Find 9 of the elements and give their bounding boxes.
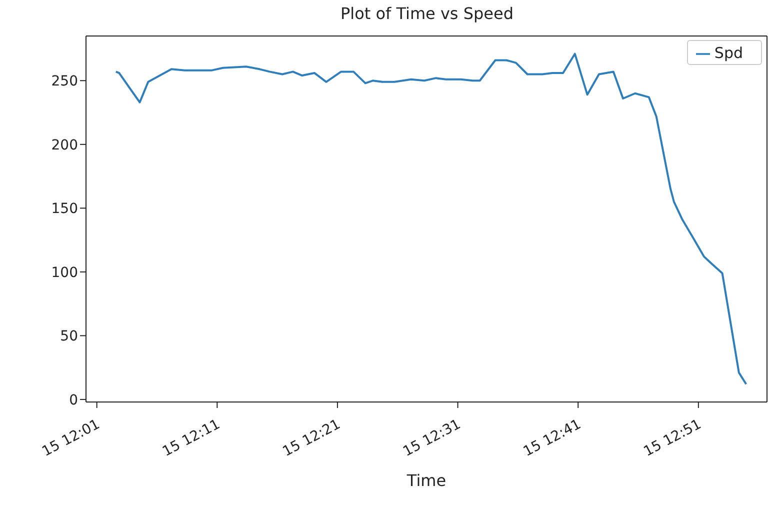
y-tick-label: 250 xyxy=(51,74,78,90)
y-tick-label: 100 xyxy=(51,264,78,281)
y-tick-label: 50 xyxy=(60,328,78,345)
y-tick-label: 0 xyxy=(69,392,78,408)
y-tick-label: 200 xyxy=(51,137,78,154)
legend-label: Spd xyxy=(714,44,743,62)
y-tick-label: 150 xyxy=(51,201,78,218)
x-axis-title: Time xyxy=(406,471,446,490)
chart-title: Plot of Time vs Speed xyxy=(339,4,515,23)
